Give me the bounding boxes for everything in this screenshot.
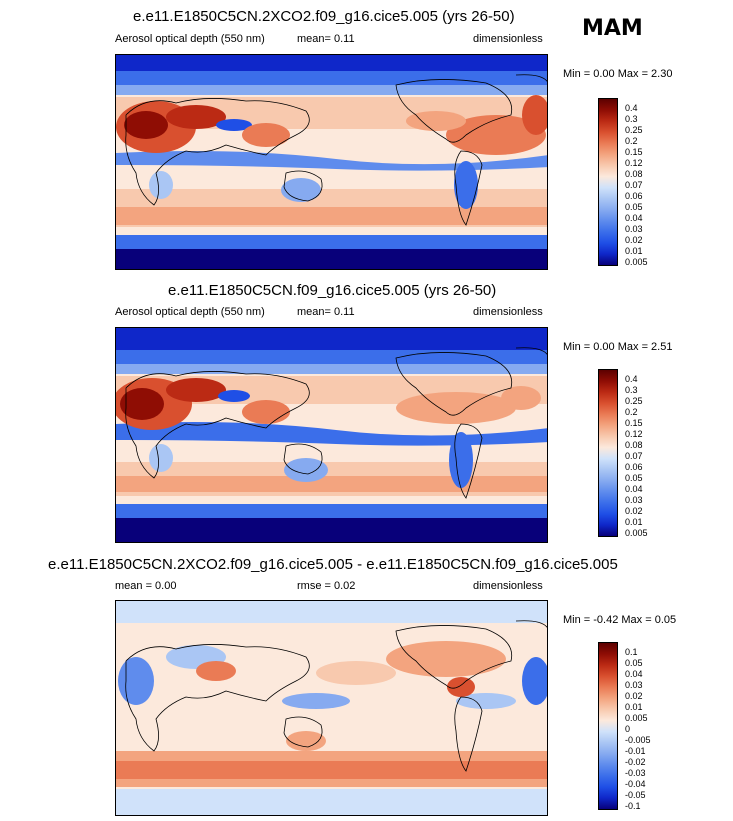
panel2-colorbar-label: 0.005 xyxy=(625,528,648,538)
panel3-colorbar-label: 0.005 xyxy=(625,713,648,723)
panel2-colorbar-label: 0.2 xyxy=(625,407,638,417)
panel2-colorbar-label: 0.15 xyxy=(625,418,643,428)
panel1-colorbar-label: 0.12 xyxy=(625,158,643,168)
panel2-units-label: dimensionless xyxy=(473,306,543,318)
panel1-colorbar: 0.4 0.3 0.25 0.2 0.15 0.12 0.08 0.07 0.0… xyxy=(598,98,648,267)
season-label: MAM xyxy=(582,16,643,41)
panel3-colorbar-label: 0.05 xyxy=(625,658,643,668)
panel2-title: e.e11.E1850C5CN.f09_g16.cice5.005 (yrs 2… xyxy=(168,282,497,299)
panel3-mean-label: mean = 0.00 xyxy=(115,580,177,592)
panel1-variable-label: Aerosol optical depth (550 nm) xyxy=(115,33,265,45)
panel2-colorbar-label: 0.25 xyxy=(625,396,643,406)
panel2-colorbar-label: 0.08 xyxy=(625,440,643,450)
panel1-colorbar-label: 0.15 xyxy=(625,147,643,157)
panel3-colorbar-label: 0.1 xyxy=(625,647,638,657)
panel1-map xyxy=(115,54,548,270)
panel3-title: e.e11.E1850C5CN.2XCO2.f09_g16.cice5.005 … xyxy=(48,556,618,573)
panel1-minmax: Min = 0.00 Max = 2.30 xyxy=(563,68,673,80)
panel2-mean-label: mean= 0.11 xyxy=(297,306,355,318)
panel3-rmse-label: rmse = 0.02 xyxy=(297,580,356,592)
panel1-colorbar-label: 0.02 xyxy=(625,235,643,245)
panel3-map-field xyxy=(116,601,547,815)
panel2-colorbar-label: 0.06 xyxy=(625,462,643,472)
panel1-colorbar-label: 0.2 xyxy=(625,136,638,146)
panel2-colorbar-label: 0.03 xyxy=(625,495,643,505)
panel1-colorbar-label: 0.25 xyxy=(625,125,643,135)
panel3-colorbar-label: -0.04 xyxy=(625,779,646,789)
panel3-colorbar-label: -0.01 xyxy=(625,746,646,756)
panel1-title: e.e11.E1850C5CN.2XCO2.f09_g16.cice5.005 … xyxy=(133,8,515,25)
panel3-colorbar-label: -0.005 xyxy=(625,735,651,745)
panel3-colorbar-label: 0 xyxy=(625,724,631,734)
panel1-colorbar-label: 0.08 xyxy=(625,169,643,179)
panel2-variable-label: Aerosol optical depth (550 nm) xyxy=(115,306,265,318)
panel3-map xyxy=(115,600,548,816)
panel2-colorbar-label: 0.3 xyxy=(625,385,638,395)
panel1-colorbar-label: 0.05 xyxy=(625,202,643,212)
panel1-colorbar-label: 0.06 xyxy=(625,191,643,201)
panel1-colorbar-label: 0.4 xyxy=(625,103,638,113)
panel3-minmax: Min = -0.42 Max = 0.05 xyxy=(563,614,677,626)
panel1-mean-label: mean= 0.11 xyxy=(297,33,355,45)
panel2-map-field xyxy=(116,328,547,542)
panel3-units-label: dimensionless xyxy=(473,580,543,592)
panel1-colorbar-label: 0.04 xyxy=(625,213,643,223)
panel1-colorbar-label: 0.03 xyxy=(625,224,643,234)
panel2-colorbar-label: 0.4 xyxy=(625,374,638,384)
panel1-colorbar-label: 0.3 xyxy=(625,114,638,124)
panel2-colorbar: 0.4 0.3 0.25 0.2 0.15 0.12 0.08 0.07 0.0… xyxy=(598,369,648,538)
panel3-colorbar-label: -0.02 xyxy=(625,757,646,767)
panel2-colorbar-label: 0.07 xyxy=(625,451,643,461)
panel3-colorbar-label: 0.03 xyxy=(625,680,643,690)
panel3-colorbar-label: -0.03 xyxy=(625,768,646,778)
panel1-map-field xyxy=(116,55,547,269)
panel2-colorbar-swatches xyxy=(598,369,618,537)
panel3-colorbar: 0.1 0.05 0.04 0.03 0.02 0.01 0.005 0 -0.… xyxy=(598,642,651,811)
panel3-colorbar-label: -0.05 xyxy=(625,790,646,800)
panel1-units-label: dimensionless xyxy=(473,33,543,45)
panel2-colorbar-label: 0.04 xyxy=(625,484,643,494)
panel2-minmax: Min = 0.00 Max = 2.51 xyxy=(563,341,673,353)
panel1-colorbar-label: 0.07 xyxy=(625,180,643,190)
panel3-colorbar-label: 0.02 xyxy=(625,691,643,701)
panel3-colorbar-label: -0.1 xyxy=(625,801,641,811)
panel1-colorbar-swatches xyxy=(598,98,618,266)
panel2-colorbar-label: 0.01 xyxy=(625,517,643,527)
panel3-colorbar-swatches xyxy=(598,642,618,810)
panel2-colorbar-label: 0.05 xyxy=(625,473,643,483)
panel2-colorbar-label: 0.02 xyxy=(625,506,643,516)
panel2-colorbar-label: 0.12 xyxy=(625,429,643,439)
panel1-colorbar-label: 0.01 xyxy=(625,246,643,256)
panel3-colorbar-label: 0.01 xyxy=(625,702,643,712)
panel3-colorbar-label: 0.04 xyxy=(625,669,643,679)
panel2-map xyxy=(115,327,548,543)
panel1-colorbar-label: 0.005 xyxy=(625,257,648,267)
